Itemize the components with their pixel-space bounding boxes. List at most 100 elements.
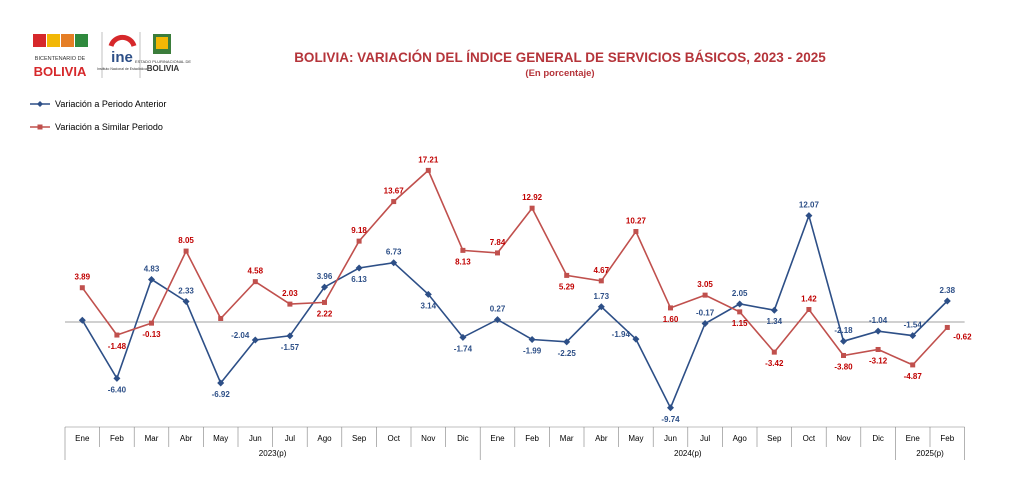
data-point-diamond <box>667 404 674 412</box>
data-point-square <box>495 250 500 256</box>
x-tick-label: Ago <box>733 434 748 443</box>
data-point-square <box>841 352 846 358</box>
data-label: -9.74 <box>661 415 680 424</box>
x-tick-label: Jun <box>664 434 677 443</box>
data-label: 9.18 <box>351 226 367 235</box>
data-label: -1.99 <box>523 347 542 356</box>
x-tick-label: Jul <box>700 434 710 443</box>
data-label: -1.57 <box>281 343 300 352</box>
data-label: 2.38 <box>940 286 956 295</box>
legend-item-series1: Variación a Periodo Anterior <box>30 99 166 109</box>
data-point-diamond <box>805 212 813 220</box>
estado-name: BOLIVIA <box>147 64 180 73</box>
data-label: 5.29 <box>559 282 575 291</box>
data-point-square <box>356 238 362 244</box>
x-tick-label: Abr <box>180 434 193 443</box>
data-point-diamond <box>459 333 467 341</box>
data-point-diamond <box>217 379 225 387</box>
data-point-diamond <box>78 316 86 324</box>
data-label: 6.73 <box>386 248 402 257</box>
data-label: 6.13 <box>351 275 367 284</box>
data-point-diamond <box>321 283 328 291</box>
x-tick-label: May <box>213 434 228 443</box>
series-line-1 <box>81 213 948 410</box>
legend-label: Variación a Periodo Anterior <box>55 99 166 109</box>
data-point-square <box>875 346 881 352</box>
ine-logo: ine Instituto Nacional de Estadística <box>97 35 147 71</box>
data-point-diamond <box>251 336 259 344</box>
data-label: -4.87 <box>904 372 923 381</box>
data-label: -0.62 <box>953 332 972 341</box>
data-point-diamond <box>874 327 882 335</box>
data-point-square <box>79 285 85 291</box>
data-label: 0.27 <box>490 305 506 314</box>
data-point-diamond <box>424 290 432 298</box>
data-label: 1.42 <box>801 294 817 303</box>
series-line-2 <box>81 169 948 366</box>
plot-area: Ene Feb Mar Abr May Jun Jul Ago Sep Oct Nov Dic Ene F… <box>64 155 972 460</box>
data-label: -2.18 <box>834 326 853 335</box>
data-point-diamond <box>840 337 847 345</box>
ine-name: ine <box>111 49 133 66</box>
x-tick-label: Jun <box>249 434 262 443</box>
data-point-diamond <box>528 336 536 344</box>
data-point-square <box>322 299 327 305</box>
data-label: -3.80 <box>834 362 853 371</box>
data-point-square <box>806 306 812 312</box>
data-label: 8.13 <box>455 257 471 266</box>
data-label: 4.83 <box>144 264 160 273</box>
x-tick-label: Sep <box>352 434 367 443</box>
year-group-label: 2023(p) <box>259 449 287 458</box>
data-label: 7.84 <box>490 238 506 247</box>
x-tick-label: Nov <box>836 434 850 443</box>
data-label: 4.58 <box>248 267 264 276</box>
data-point-diamond <box>563 338 571 346</box>
year-group-label: 2025(p) <box>916 449 944 458</box>
data-point-diamond <box>736 300 744 308</box>
data-point-square <box>668 305 673 311</box>
data-point-diamond <box>182 297 190 305</box>
data-label: 1.34 <box>767 317 783 326</box>
x-tick-label: Dic <box>872 434 884 443</box>
data-label: -1.54 <box>904 321 923 330</box>
data-label: 12.07 <box>799 201 820 210</box>
data-point-square <box>218 315 224 321</box>
data-label: -6.92 <box>212 390 231 399</box>
x-tick-label: Ago <box>317 434 332 443</box>
x-tick-label: Feb <box>940 434 954 443</box>
chart-subtitle: (En porcentaje) <box>525 68 594 79</box>
data-point-square <box>183 248 189 254</box>
data-label: 1.73 <box>594 292 610 301</box>
estado-caption: ESTADO PLURINACIONAL DE <box>135 59 191 64</box>
data-label: 10.27 <box>626 217 647 226</box>
x-tick-label: May <box>628 434 643 443</box>
chart-title: BOLIVIA: VARIACIÓN DEL ÍNDICE GENERAL DE… <box>294 50 826 65</box>
data-point-square <box>944 324 950 330</box>
data-point-square <box>598 278 604 284</box>
bicentenario-logo: BICENTENARIO DE BOLIVIA <box>33 34 88 79</box>
x-tick-label: Feb <box>110 434 124 443</box>
data-point-diamond <box>701 319 709 327</box>
data-label: 2.05 <box>732 289 748 298</box>
logo-block-green <box>75 34 88 47</box>
data-label: -3.42 <box>765 359 784 368</box>
estado-logo: ESTADO PLURINACIONAL DE BOLIVIA <box>135 34 191 73</box>
data-label: -1.94 <box>612 330 631 339</box>
data-label: 2.22 <box>317 309 333 318</box>
data-point-diamond <box>148 275 155 283</box>
data-label: 12.92 <box>522 193 543 202</box>
data-point-diamond <box>943 297 951 305</box>
data-label: -3.12 <box>869 356 888 365</box>
data-label: -0.17 <box>696 308 715 317</box>
data-point-diamond <box>113 374 121 382</box>
data-label: 13.67 <box>384 187 405 196</box>
data-point-square <box>633 229 639 235</box>
data-label: 1.60 <box>663 315 679 324</box>
data-point-square <box>529 205 535 211</box>
data-point-square <box>149 320 154 326</box>
legend-square-marker <box>37 124 43 130</box>
x-tick-label: Oct <box>387 434 400 443</box>
data-label: -1.48 <box>108 342 127 351</box>
data-label: -6.40 <box>108 385 127 394</box>
data-point-diamond <box>770 306 778 314</box>
